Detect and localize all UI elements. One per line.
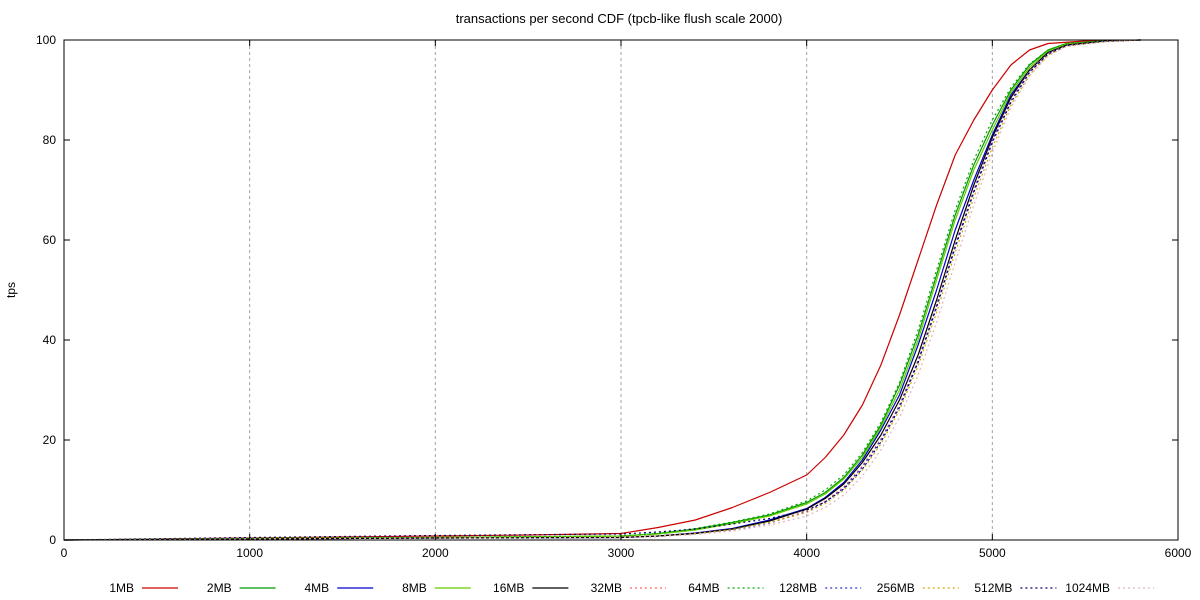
- legend-label-1mb: 1MB: [109, 581, 134, 595]
- x-tick-label: 6000: [1165, 546, 1192, 560]
- series-line-256mb: [63, 39, 1141, 541]
- x-tick-label: 0: [61, 546, 68, 560]
- y-tick-label: 0: [49, 533, 56, 547]
- x-tick-label: 2000: [422, 546, 449, 560]
- series-line-2mb: [63, 39, 1141, 541]
- legend-label-2mb: 2MB: [207, 581, 232, 595]
- y-tick-label: 40: [43, 333, 57, 347]
- y-tick-label: 20: [43, 433, 57, 447]
- series-line-512mb: [63, 39, 1141, 541]
- series-line-16mb: [63, 39, 1141, 541]
- series-line-4mb: [63, 39, 1141, 541]
- legend-label-128mb: 128MB: [779, 581, 817, 595]
- series-line-8mb: [63, 39, 1141, 541]
- axis-ticks: 0 1000 2000 3000 4000 5000 6000 0 20 40 60 80 100: [36, 33, 1192, 560]
- y-tick-label: 60: [43, 233, 57, 247]
- x-tick-label: 5000: [979, 546, 1006, 560]
- legend: 1MB 2MB 4MB 8MB 16MB 32MB 64MB 128MB 256MB 512MB 1…: [109, 581, 1154, 595]
- series-line-1mb: [63, 39, 1141, 541]
- legend-label-4mb: 4MB: [305, 581, 330, 595]
- y-axis-label: tps: [4, 282, 18, 298]
- x-tick-label: 4000: [793, 546, 820, 560]
- legend-label-64mb: 64MB: [688, 581, 719, 595]
- series-layer: [63, 39, 1141, 541]
- series-line-1024mb: [63, 39, 1141, 541]
- chart-title: transactions per second CDF (tpcb-like f…: [456, 11, 783, 26]
- legend-label-16mb: 16MB: [493, 581, 524, 595]
- series-line-64mb: [63, 39, 1141, 541]
- legend-label-256mb: 256MB: [877, 581, 915, 595]
- x-tick-label: 1000: [236, 546, 263, 560]
- y-tick-label: 80: [43, 133, 57, 147]
- series-line-32mb: [63, 39, 1141, 541]
- grid-lines: [249, 40, 993, 540]
- legend-label-1024mb: 1024MB: [1065, 581, 1110, 595]
- legend-label-8mb: 8MB: [402, 581, 427, 595]
- legend-label-32mb: 32MB: [591, 581, 622, 595]
- legend-label-512mb: 512MB: [974, 581, 1012, 595]
- y-tick-label: 100: [36, 33, 56, 47]
- series-line-128mb: [63, 39, 1141, 541]
- x-tick-label: 3000: [608, 546, 635, 560]
